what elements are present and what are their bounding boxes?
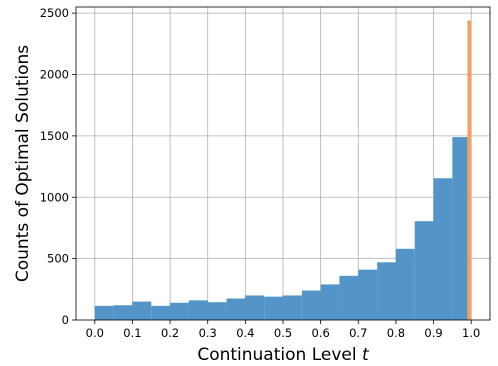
histogram-bar: [377, 262, 396, 320]
histogram-bar: [358, 269, 378, 320]
histogram-bar: [245, 295, 265, 320]
x-tick-label: 0.3: [199, 326, 217, 340]
histogram-bar: [283, 295, 302, 320]
histogram-bar: [226, 298, 246, 320]
x-axis-ticks: 0.0 0.1 0.2 0.3 0.4 0.5 0.6 0.7 0.8 0.9 1.0: [86, 320, 480, 340]
y-tick-label: 2500: [40, 6, 69, 20]
x-axis-label-text: Continuation Level: [197, 345, 356, 365]
x-axis-label: Continuation Level t: [197, 345, 370, 365]
histogram-bar: [170, 302, 189, 320]
y-tick-label: 1000: [40, 190, 69, 204]
x-tick-label: 0.4: [236, 326, 254, 340]
x-tick-label: 0.0: [86, 326, 104, 340]
x-tick-label: 0.8: [387, 326, 405, 340]
x-axis-label-variable: t: [362, 345, 370, 365]
histogram-bar: [132, 301, 152, 320]
x-tick-label: 0.5: [274, 326, 292, 340]
y-tick-label: 0: [62, 313, 69, 327]
y-tick-label: 1500: [40, 129, 69, 143]
histogram-bar: [264, 296, 283, 320]
histogram-bar: [188, 300, 208, 320]
histogram-bar: [94, 305, 114, 320]
histogram-bar: [395, 248, 415, 320]
histogram-bar: [113, 305, 133, 320]
x-tick-label: 0.1: [123, 326, 141, 340]
histogram-bar: [339, 275, 359, 320]
histogram-bar: [320, 284, 340, 320]
x-tick-label: 0.6: [311, 326, 329, 340]
y-tick-label: 500: [47, 252, 69, 266]
histogram-bar: [207, 302, 227, 320]
y-axis-ticks: 0 500 1000 1500 2000 2500: [40, 6, 76, 327]
histogram-bar: [433, 178, 453, 320]
histogram-bar: [151, 305, 171, 320]
y-axis-label: Counts of Optimal Solutions: [13, 45, 33, 282]
x-tick-label: 0.2: [161, 326, 179, 340]
histogram-bar: [452, 137, 468, 320]
x-tick-label: 0.7: [349, 326, 367, 340]
x-tick-label: 0.9: [424, 326, 442, 340]
histogram-bar: [301, 290, 321, 320]
x-tick-label: 1.0: [462, 326, 480, 340]
highlight-bar: [467, 20, 472, 321]
histogram-bar: [414, 221, 434, 320]
y-tick-label: 2000: [40, 68, 69, 82]
histogram-bars: [94, 20, 472, 321]
